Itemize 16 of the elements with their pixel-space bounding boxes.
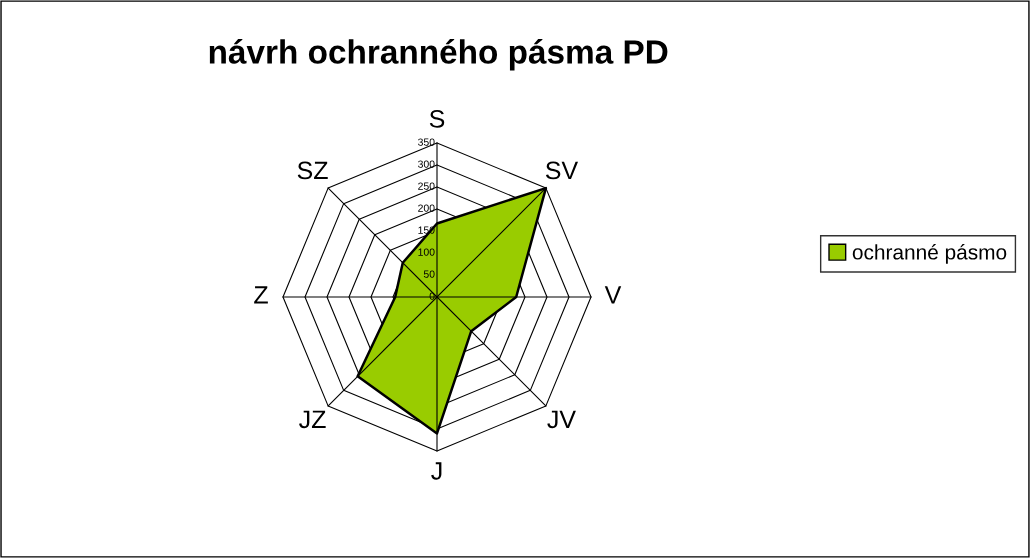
spoke-label: V — [604, 286, 622, 304]
chart-title: návrh ochranného pásma PD — [209, 39, 668, 71]
y-tick-label: 300 — [418, 160, 435, 168]
y-tick-label: 50 — [423, 270, 435, 278]
y-tick-label: 100 — [418, 248, 435, 256]
spoke-label: SZ — [297, 161, 328, 180]
legend-label: ochranné pásmo — [852, 244, 1007, 264]
y-tick-label: 200 — [418, 204, 435, 212]
spoke-label: SV — [545, 161, 579, 180]
spoke-label: S — [429, 110, 445, 128]
spoke-label: J — [431, 462, 442, 480]
spoke-label: JV — [547, 410, 576, 429]
spoke-label: JZ — [299, 410, 326, 429]
spoke-label: Z — [254, 286, 268, 304]
y-tick-label: 350 — [418, 138, 435, 146]
y-tick-label: 250 — [418, 182, 435, 190]
